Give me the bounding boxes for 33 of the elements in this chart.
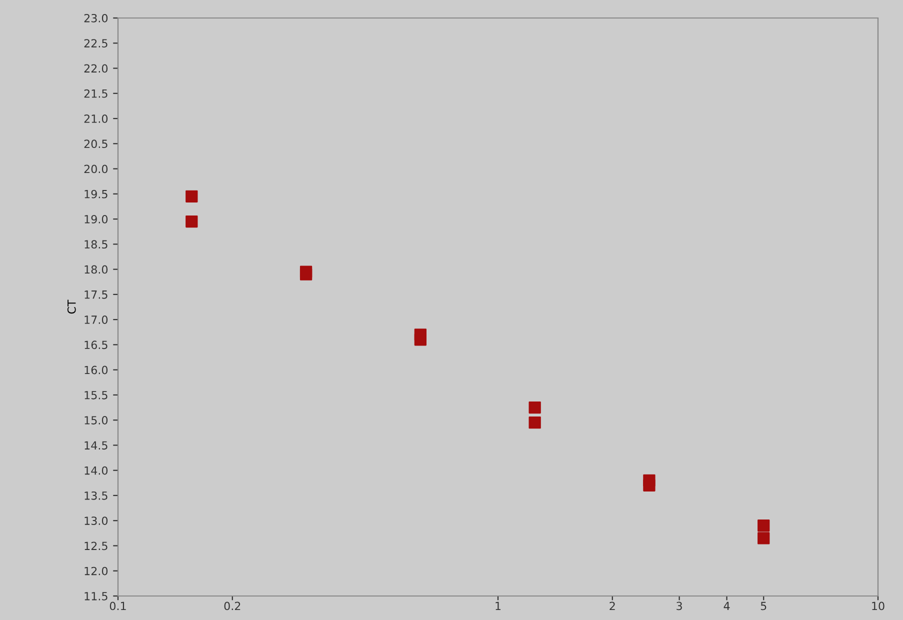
y-tick-label: 12.5 [84,542,108,550]
y-tick-label: 13.0 [84,516,108,525]
y-tick-label: 20.5 [84,140,108,148]
x-tick-label: 2 [610,602,615,610]
y-tick-label: 18.5 [84,240,108,249]
y-tick-label: 18.0 [84,265,108,274]
y-tick-label: 23.0 [84,14,108,22]
y-tick-label: 13.5 [84,491,108,500]
y-axis-title: CT [67,300,76,314]
y-tick-label: 15.5 [84,391,108,400]
y-tick-label: 19.0 [84,215,108,224]
y-tick-label: 20.0 [84,164,108,174]
y-tick-label: 21.0 [84,114,108,123]
y-tick-label: 22.5 [84,39,108,48]
y-tick-label: 14.5 [84,441,108,450]
x-tick-label: 5 [760,602,766,610]
y-tick-label: 11.5 [84,592,108,600]
y-tick-label: 22.0 [84,64,108,73]
y-tick-label: 17.0 [84,316,108,324]
y-tick-label: 15.0 [84,416,108,424]
x-tick-label: 0.1 [110,602,126,610]
y-tick-label: 19.5 [84,190,108,198]
x-tick-label: 4 [724,602,730,610]
y-tick-label: 16.0 [84,366,108,374]
y-tick-label: 21.5 [84,89,108,98]
x-tick-label: 0.2 [224,602,240,610]
x-tick-label: 1 [496,602,501,610]
y-tick-label: 16.5 [84,340,108,350]
y-tick-label: 12.0 [84,566,108,576]
x-tick-label: 10 [872,602,884,610]
x-tick-label: 3 [676,602,682,610]
y-tick-label: 14.0 [84,466,108,475]
y-tick-label: 17.5 [84,290,108,299]
